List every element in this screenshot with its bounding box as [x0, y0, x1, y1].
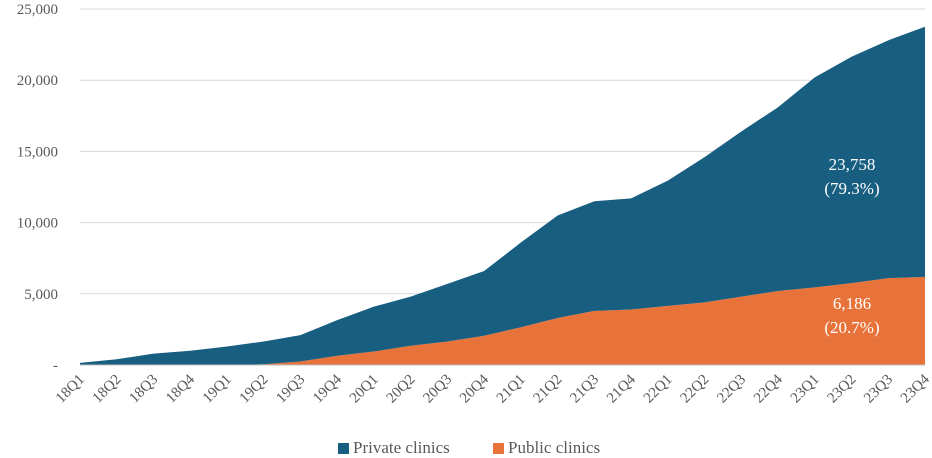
- x-tick-label: 20Q1: [347, 372, 382, 407]
- x-tick-label: 20Q3: [420, 372, 455, 407]
- x-tick-label: 23Q1: [788, 372, 823, 407]
- x-tick-label: 18Q2: [90, 372, 125, 407]
- x-tick-label: 22Q2: [678, 372, 713, 407]
- annotation-public-share: (20.7%): [824, 318, 879, 337]
- legend-swatch-public: [493, 443, 504, 454]
- y-tick-label: 15,000: [17, 144, 58, 160]
- x-tick-label: 21Q4: [604, 371, 639, 406]
- x-tick-label: 20Q4: [457, 371, 492, 406]
- annotation-private: 23,758 (79.3%): [824, 155, 879, 198]
- annotation-private-value: 23,758: [829, 155, 876, 174]
- area-public-clinics: [80, 276, 925, 365]
- legend-swatch-private: [338, 443, 349, 454]
- x-tick-label: 21Q1: [494, 372, 529, 407]
- x-tick-label: 23Q3: [861, 372, 896, 407]
- y-tick-label: 25,000: [17, 2, 58, 18]
- area-series: [80, 26, 925, 365]
- legend-label-public: Public clinics: [508, 438, 600, 457]
- x-tick-label: 18Q3: [126, 372, 161, 407]
- x-tick-label: 21Q2: [531, 372, 566, 407]
- x-tick-label: 18Q1: [53, 372, 88, 407]
- x-tick-label: 18Q4: [163, 371, 198, 406]
- x-tick-label: 22Q4: [751, 371, 786, 406]
- x-tick-label: 23Q2: [824, 372, 859, 407]
- x-tick-label: 19Q2: [237, 372, 272, 407]
- annotation-private-share: (79.3%): [824, 179, 879, 198]
- x-tick-label: 19Q3: [273, 372, 308, 407]
- y-axis-tick-labels: - 5,000 10,000 15,000 20,000 25,000: [17, 2, 58, 374]
- y-tick-label: -: [53, 358, 58, 374]
- legend-label-private: Private clinics: [353, 438, 450, 457]
- y-tick-label: 20,000: [17, 73, 58, 89]
- annotation-public: 6,186 (20.7%): [824, 294, 879, 337]
- x-tick-label: 19Q4: [310, 371, 345, 406]
- x-tick-label: 23Q4: [898, 371, 932, 406]
- x-tick-label: 21Q3: [567, 372, 602, 407]
- x-tick-label: 20Q2: [384, 372, 419, 407]
- area-private-clinics: [80, 26, 925, 365]
- x-tick-label: 22Q1: [641, 372, 676, 407]
- legend: Private clinics Public clinics: [338, 438, 600, 457]
- x-tick-label: 19Q1: [200, 372, 235, 407]
- annotation-public-value: 6,186: [833, 294, 871, 313]
- y-tick-label: 5,000: [24, 287, 58, 303]
- y-tick-label: 10,000: [17, 216, 58, 232]
- x-axis-tick-labels: 18Q1 18Q2 18Q3 18Q4 19Q1 19Q2 19Q3 19Q4 20Q1 20Q2…: [53, 371, 932, 406]
- x-tick-label: 22Q3: [714, 372, 749, 407]
